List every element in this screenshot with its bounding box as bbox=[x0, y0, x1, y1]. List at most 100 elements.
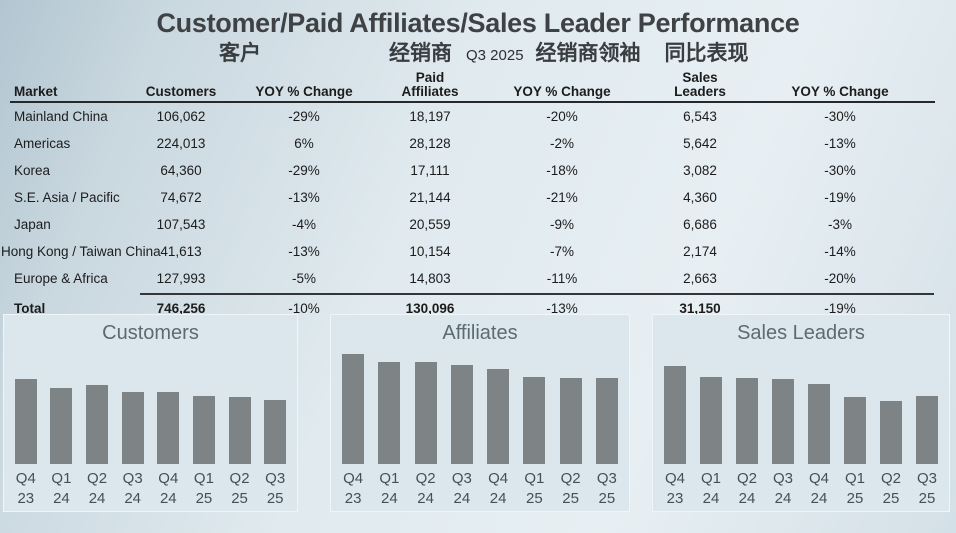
customers-cell: 224,013 bbox=[156, 136, 206, 151]
market-cell: Europe & Africa bbox=[14, 271, 108, 286]
table-header-row: Market Customers YOY % Change Paid Affil… bbox=[0, 67, 956, 101]
total-customers-yoy: -10% bbox=[288, 301, 320, 316]
table-row-se-asia-pacific: S.E. Asia / Pacific 74,672 -13% 21,144 -… bbox=[0, 184, 956, 211]
bar-q3-24 bbox=[121, 392, 144, 464]
chart-title: Customers bbox=[102, 322, 199, 344]
affiliates-yoy-cell: -11% bbox=[546, 271, 578, 286]
chart-plot-area bbox=[653, 352, 949, 464]
bar-q3-25 bbox=[595, 378, 618, 464]
customers-cell: 64,360 bbox=[160, 163, 202, 178]
x-tick-label: Q1 24 bbox=[700, 470, 721, 508]
performance-table: Market Customers YOY % Change Paid Affil… bbox=[0, 67, 956, 322]
bar-q2-25 bbox=[228, 397, 251, 464]
col-header-customers-yoy: YOY % Change bbox=[255, 83, 353, 99]
x-tick-label: Q4 23 bbox=[343, 470, 364, 508]
col-header-affiliates-yoy: YOY % Change bbox=[513, 83, 611, 99]
col-header-paid-affiliates: Paid Affiliates bbox=[401, 69, 459, 99]
affiliates-cell: 21,144 bbox=[409, 190, 451, 205]
affiliates-cell: 18,197 bbox=[409, 109, 451, 124]
page-title: Customer/Paid Affiliates/Sales Leader Pe… bbox=[156, 8, 800, 38]
x-tick-label: Q2 24 bbox=[415, 470, 436, 508]
x-tick-label: Q4 24 bbox=[488, 470, 509, 508]
bar-q1-25 bbox=[192, 396, 215, 464]
leaders-cell: 2,663 bbox=[683, 271, 717, 286]
affiliates-cell: 20,559 bbox=[409, 217, 451, 232]
x-tick-label: Q3 25 bbox=[916, 470, 937, 508]
x-tick-label: Q4 23 bbox=[15, 470, 36, 508]
bar-q1-24 bbox=[700, 377, 722, 464]
bar-q1-24 bbox=[50, 388, 73, 464]
table-row-hong-kong-taiwan-china: Hong Kong / Taiwan China 41,613 -13% 10,… bbox=[0, 238, 956, 265]
x-tick-label: Q3 25 bbox=[265, 470, 286, 508]
chart-plot-area bbox=[331, 352, 629, 464]
customers-yoy-cell: -29% bbox=[288, 163, 320, 178]
total-affiliates-yoy: -13% bbox=[546, 301, 578, 316]
bar-q3-24 bbox=[772, 379, 794, 464]
customers-cell: 107,543 bbox=[156, 217, 206, 232]
chart-title: Sales Leaders bbox=[737, 322, 865, 344]
x-tick-label: Q1 24 bbox=[51, 470, 72, 508]
affiliates-cell: 17,111 bbox=[410, 163, 450, 178]
affiliates-cell: 28,128 bbox=[409, 136, 451, 151]
affiliates-chart: Affiliates Q4 23 Q1 24 Q2 24 Q3 24 Q4 24 Q1 25 Q2 25 Q… bbox=[330, 314, 630, 512]
leaders-yoy-cell: -14% bbox=[824, 244, 856, 259]
bar-q2-25 bbox=[880, 401, 902, 464]
affiliates-cell: 10,154 bbox=[409, 244, 451, 259]
x-tick-label: Q3 24 bbox=[772, 470, 793, 508]
leaders-yoy-cell: -13% bbox=[824, 136, 856, 151]
customers-yoy-cell: -29% bbox=[288, 109, 320, 124]
subtitle-leaders-cn: 经销商领袖 bbox=[535, 42, 641, 65]
customers-yoy-cell: -13% bbox=[288, 190, 320, 205]
bar-q2-24 bbox=[86, 385, 109, 464]
bar-q3-25 bbox=[916, 396, 938, 464]
affiliates-yoy-cell: -20% bbox=[546, 109, 578, 124]
x-tick-label: Q1 25 bbox=[844, 470, 865, 508]
total-divider bbox=[140, 293, 934, 295]
table-row-mainland-china: Mainland China 106,062 -29% 18,197 -20% … bbox=[0, 103, 956, 130]
leaders-cell: 6,686 bbox=[683, 217, 717, 232]
market-cell: S.E. Asia / Pacific bbox=[14, 190, 120, 205]
bar-q3-24 bbox=[450, 365, 473, 464]
bar-q4-23 bbox=[342, 354, 365, 464]
leaders-yoy-cell: -20% bbox=[824, 271, 856, 286]
total-leaders: 31,150 bbox=[679, 301, 721, 316]
bar-q4-23 bbox=[14, 379, 37, 464]
bar-q3-25 bbox=[264, 400, 287, 464]
leaders-cell: 2,174 bbox=[683, 244, 717, 259]
x-tick-label: Q4 23 bbox=[664, 470, 685, 508]
chart-title: Affiliates bbox=[442, 322, 518, 344]
chart-x-axis-labels: Q4 23 Q1 24 Q2 24 Q3 24 Q4 24 Q1 25 Q2 25 Q3 25 bbox=[653, 469, 949, 510]
total-customers: 746,256 bbox=[156, 301, 206, 316]
charts-section: Customers Q4 23 Q1 24 Q2 24 Q3 24 Q4 24 Q1 25 Q2 25 Q3… bbox=[0, 314, 956, 512]
table-row-korea: Korea 64,360 -29% 17,111 -18% 3,082 -30% bbox=[0, 157, 956, 184]
x-tick-label: Q1 25 bbox=[524, 470, 545, 508]
chart-x-axis-labels: Q4 23 Q1 24 Q2 24 Q3 24 Q4 24 Q1 25 Q2 25 Q3 25 bbox=[4, 469, 297, 510]
subtitle-customers-cn: 客户 bbox=[219, 42, 261, 65]
customers-cell: 106,062 bbox=[156, 109, 206, 124]
x-tick-label: Q4 24 bbox=[158, 470, 179, 508]
col-header-sales-leaders: Sales Leaders bbox=[674, 69, 726, 99]
bar-q4-24 bbox=[808, 384, 830, 464]
x-tick-label: Q1 24 bbox=[379, 470, 400, 508]
chart-plot-area bbox=[4, 352, 297, 464]
x-tick-label: Q2 25 bbox=[560, 470, 581, 508]
total-leaders-yoy: -19% bbox=[824, 301, 856, 316]
customers-yoy-cell: -13% bbox=[288, 244, 320, 259]
table-row-europe-africa: Europe & Africa 127,993 -5% 14,803 -11% … bbox=[0, 265, 956, 292]
x-tick-label: Q3 24 bbox=[122, 470, 143, 508]
subtitle-yoy-cn: 同比表现 bbox=[664, 42, 749, 65]
leaders-yoy-cell: -30% bbox=[824, 109, 856, 124]
col-header-leaders-yoy: YOY % Change bbox=[791, 83, 889, 99]
customers-yoy-cell: 6% bbox=[294, 136, 314, 151]
x-tick-label: Q2 25 bbox=[229, 470, 250, 508]
customers-cell: 74,672 bbox=[160, 190, 202, 205]
affiliates-yoy-cell: -9% bbox=[549, 217, 574, 232]
subtitle-chinese: 客户 经销商 Q3 2025 经销商领袖 同比表现 bbox=[0, 40, 956, 64]
quarter-label: Q3 2025 bbox=[466, 47, 524, 64]
sales-leaders-chart: Sales Leaders Q4 23 Q1 24 Q2 24 Q3 24 Q4 24 Q1 25 Q2… bbox=[652, 314, 950, 512]
slide-header: Customer/Paid Affiliates/Sales Leader Pe… bbox=[0, 0, 956, 64]
affiliates-yoy-cell: -2% bbox=[549, 136, 574, 151]
market-cell: Americas bbox=[14, 136, 71, 151]
affiliates-cell: 14,803 bbox=[409, 271, 451, 286]
bar-q4-24 bbox=[487, 369, 510, 464]
